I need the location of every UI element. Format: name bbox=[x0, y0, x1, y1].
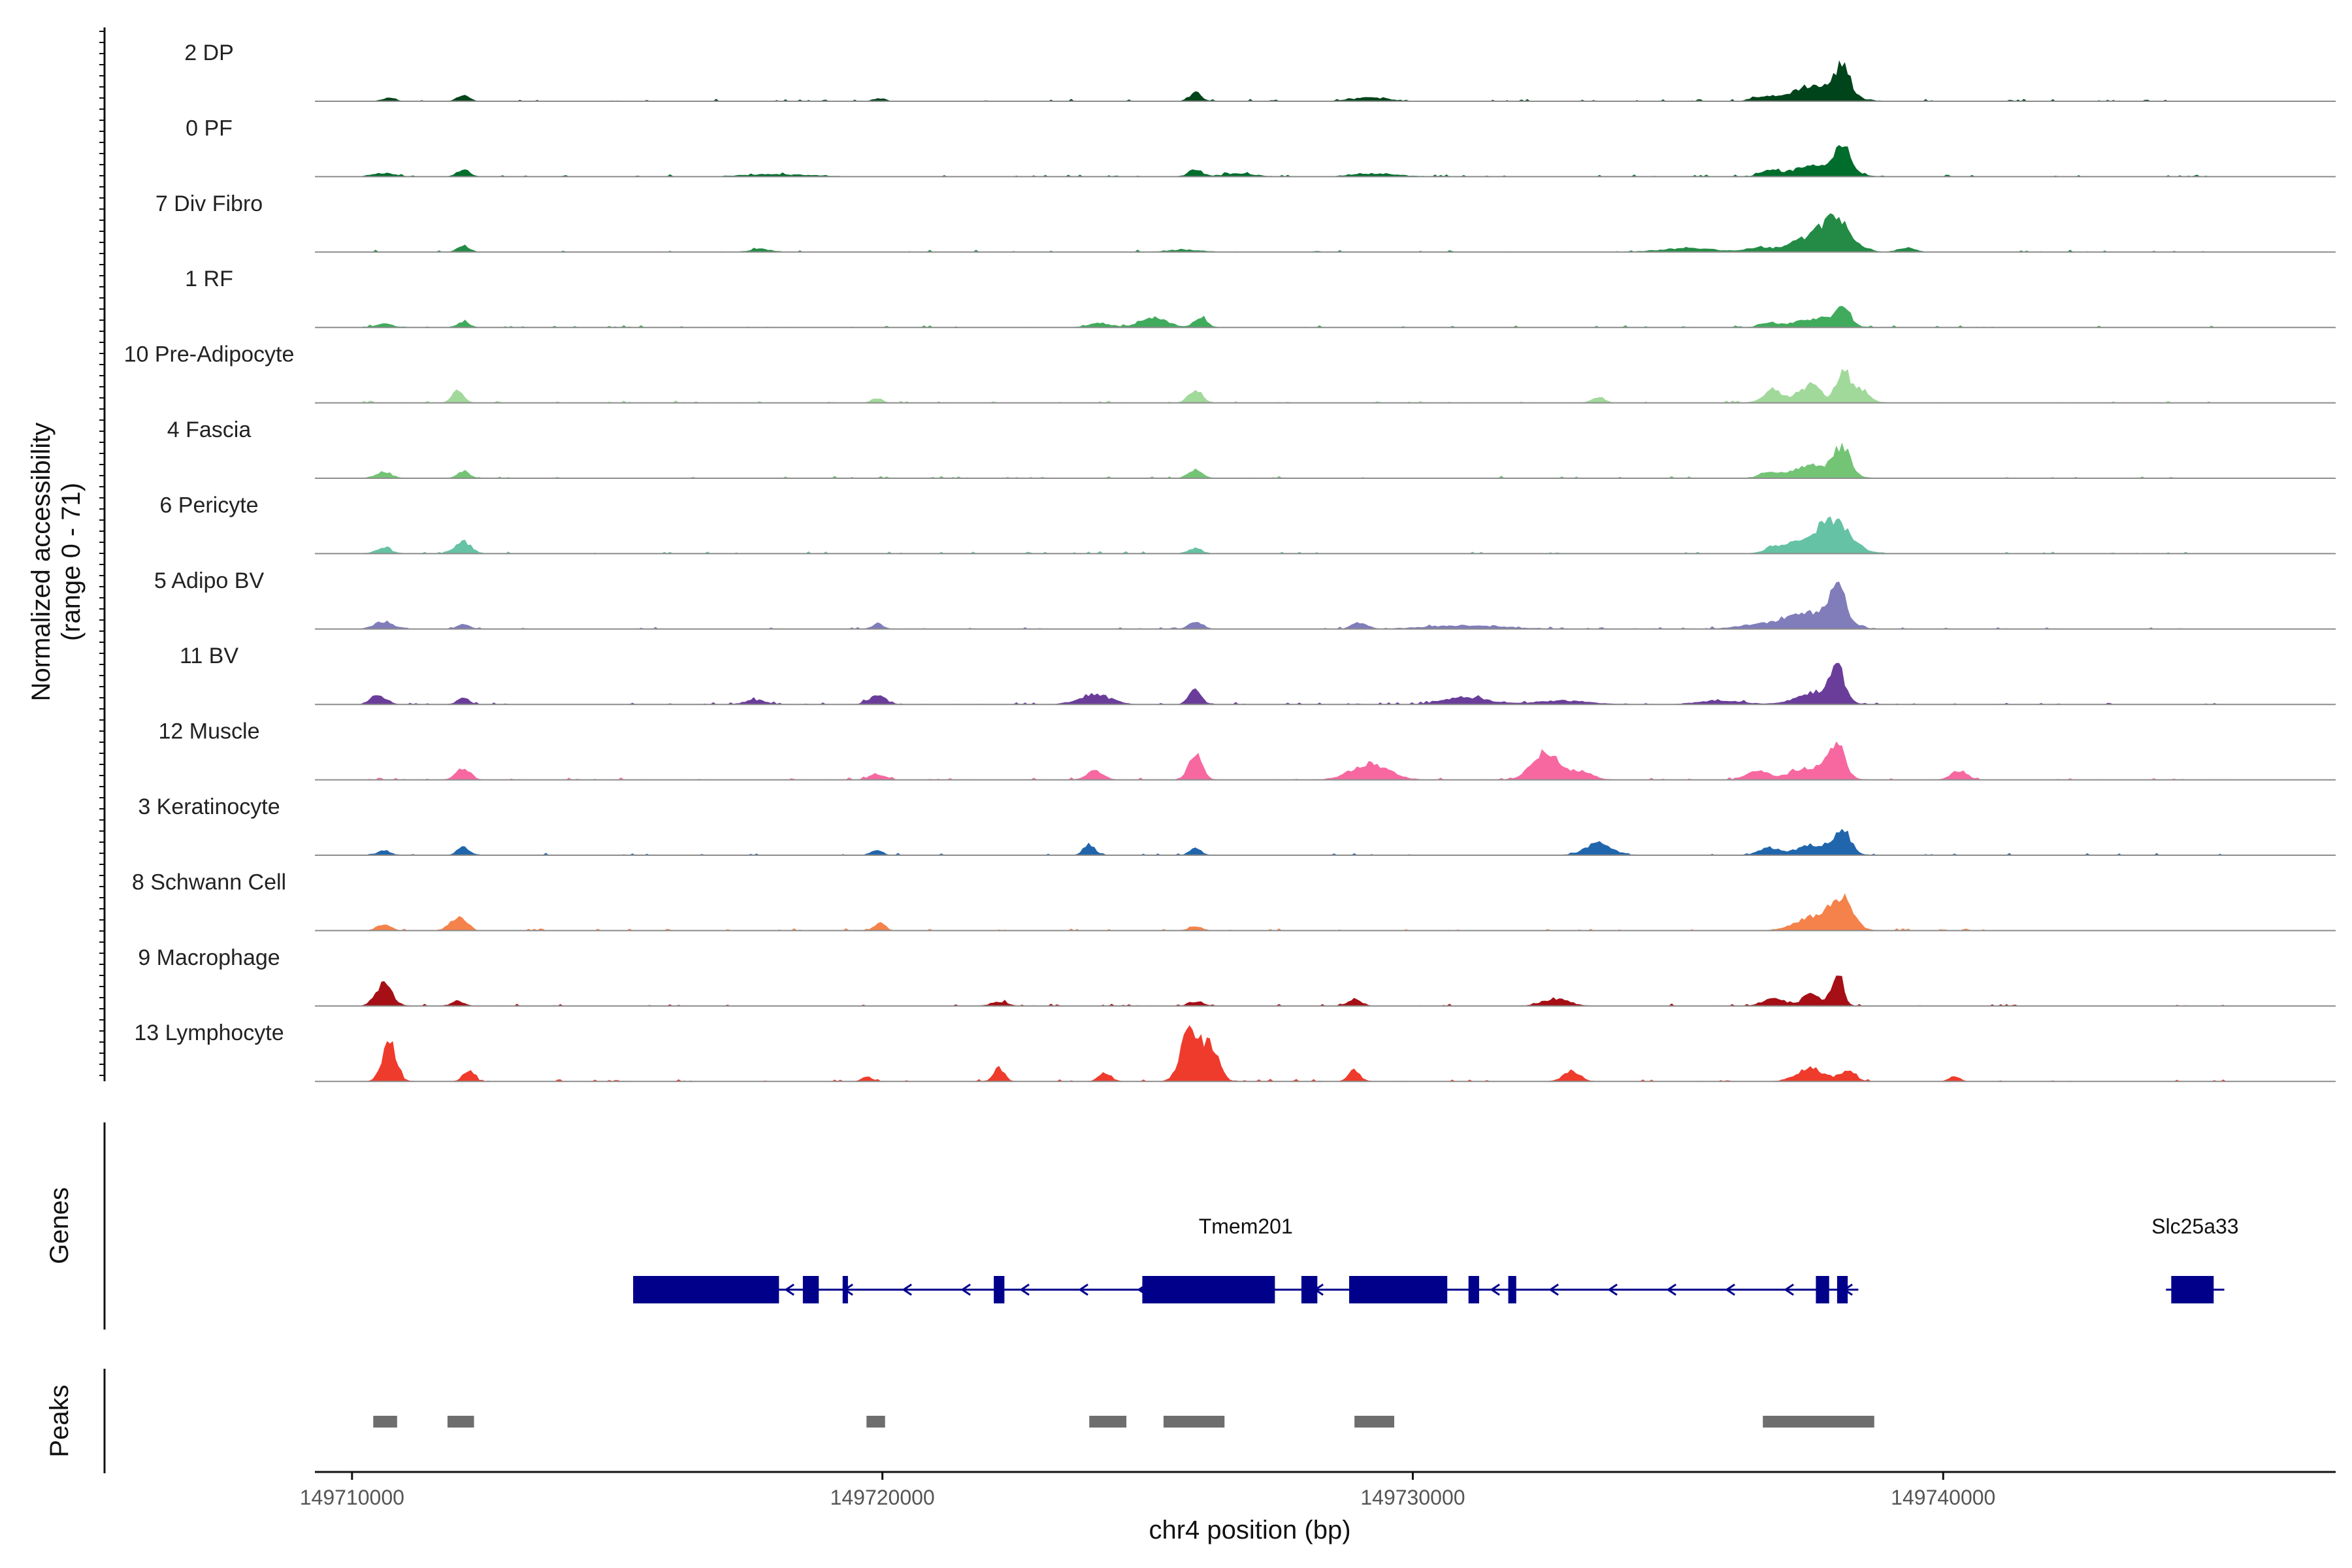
track-0-pf: 0 PF bbox=[186, 116, 2336, 178]
track-label: 2 DP bbox=[184, 41, 234, 65]
gene-label: Tmem201 bbox=[1199, 1215, 1293, 1238]
coverage-area bbox=[315, 516, 2336, 554]
track-label: 10 Pre-Adipocyte bbox=[124, 342, 295, 367]
track-7-div-fibro: 7 Div Fibro bbox=[155, 191, 2336, 253]
peaks-track bbox=[373, 1416, 1874, 1428]
coverage-area bbox=[315, 442, 2336, 478]
peak-region bbox=[1089, 1416, 1127, 1428]
x-tick-label: 149730000 bbox=[1360, 1486, 1465, 1509]
track-3-keratinocyte: 3 Keratinocyte bbox=[138, 794, 2336, 856]
track-11-bv: 11 BV bbox=[180, 644, 2336, 706]
coverage-area bbox=[315, 893, 2336, 931]
strand-arrow bbox=[1019, 1283, 1030, 1296]
track-label: 7 Div Fibro bbox=[155, 191, 263, 216]
strand-arrow bbox=[1725, 1283, 1735, 1296]
gene-exon bbox=[1142, 1276, 1275, 1303]
track-label: 8 Schwann Cell bbox=[132, 870, 286, 894]
peaks-label: Peaks bbox=[45, 1384, 74, 1457]
track-label: 6 Pericyte bbox=[159, 493, 258, 517]
gene-tmem201: Tmem201 bbox=[633, 1215, 1859, 1303]
peak-region bbox=[373, 1416, 397, 1428]
coverage-area bbox=[315, 1025, 2336, 1082]
gene-exon bbox=[633, 1276, 779, 1303]
genes-label: Genes bbox=[45, 1187, 74, 1264]
y-axis-title-line1: Normalized accessibility bbox=[27, 423, 56, 702]
x-tick-label: 149710000 bbox=[300, 1486, 404, 1509]
track-label: 4 Fascia bbox=[167, 417, 252, 442]
gene-exon bbox=[2171, 1276, 2214, 1303]
x-axis-ticks: 149710000 149720000 149730000 149740000 bbox=[300, 1472, 1995, 1509]
gene-annotation-track: Tmem201 Slc25a33 bbox=[633, 1215, 2239, 1303]
peak-region bbox=[1163, 1416, 1225, 1428]
coverage-area bbox=[315, 145, 2336, 177]
gene-exon bbox=[1301, 1276, 1318, 1303]
coverage-area bbox=[315, 213, 2336, 252]
gene-exon bbox=[1508, 1276, 1516, 1303]
coverage-area bbox=[315, 975, 2336, 1006]
x-tick-label: 149720000 bbox=[830, 1486, 935, 1509]
track-label: 3 Keratinocyte bbox=[138, 794, 280, 819]
track-label: 1 RF bbox=[185, 267, 233, 291]
track-8-schwann-cell: 8 Schwann Cell bbox=[132, 870, 2336, 932]
track-9-macrophage: 9 Macrophage bbox=[138, 945, 2336, 1007]
track-label: 11 BV bbox=[180, 644, 238, 668]
coverage-y-axis-ticks bbox=[99, 31, 105, 1076]
coverage-area bbox=[315, 828, 2336, 855]
strand-arrow bbox=[1784, 1283, 1794, 1296]
coverage-area bbox=[315, 368, 2336, 403]
gene-slc25a33: Slc25a33 bbox=[2151, 1215, 2239, 1303]
strand-arrow bbox=[1607, 1283, 1618, 1296]
gene-exon bbox=[842, 1276, 848, 1303]
peak-region bbox=[447, 1416, 474, 1428]
gene-exon bbox=[1349, 1276, 1448, 1303]
track-label: 0 PF bbox=[186, 116, 233, 140]
gene-exon bbox=[1837, 1276, 1848, 1303]
coverage-area bbox=[315, 306, 2336, 328]
track-5-adipo-bv: 5 Adipo BV bbox=[154, 568, 2336, 630]
coverage-area bbox=[315, 662, 2336, 705]
track-label: 9 Macrophage bbox=[138, 945, 280, 970]
strand-arrow bbox=[902, 1283, 912, 1296]
x-tick-label: 149740000 bbox=[1891, 1486, 1995, 1509]
coverage-area bbox=[315, 741, 2336, 780]
peak-region bbox=[1354, 1416, 1395, 1428]
track-13-lymphocyte: 13 Lymphocyte bbox=[134, 1021, 2336, 1083]
gene-label: Slc25a33 bbox=[2151, 1215, 2238, 1238]
gene-exon bbox=[802, 1276, 819, 1303]
strand-arrow bbox=[784, 1283, 794, 1296]
strand-arrow bbox=[1666, 1283, 1676, 1296]
y-axis-title-line2: (range 0 - 71) bbox=[57, 483, 86, 641]
track-4-fascia: 4 Fascia bbox=[167, 417, 2336, 479]
coverage-tracks: 2 DP 0 PF 7 Div Fibro 1 RF 10 Pre-Adipocyte 4… bbox=[124, 41, 2336, 1083]
strand-arrow bbox=[1078, 1283, 1088, 1296]
gene-exon bbox=[1816, 1276, 1829, 1303]
coverage-area bbox=[315, 581, 2336, 629]
peak-region bbox=[1763, 1416, 1874, 1428]
y-axis-title: Normalized accessibility (range 0 - 71) bbox=[27, 423, 86, 702]
strand-arrow bbox=[1548, 1283, 1559, 1296]
gene-exon bbox=[1468, 1276, 1479, 1303]
track-label: 12 Muscle bbox=[159, 719, 260, 744]
track-12-muscle: 12 Muscle bbox=[159, 719, 2336, 781]
peak-region bbox=[866, 1416, 885, 1428]
track-label: 13 Lymphocyte bbox=[134, 1021, 284, 1045]
strand-arrow bbox=[1490, 1283, 1500, 1296]
track-1-rf: 1 RF bbox=[185, 267, 2336, 329]
coverage-area bbox=[315, 60, 2336, 101]
track-label: 5 Adipo BV bbox=[154, 568, 265, 593]
strand-arrow bbox=[960, 1283, 971, 1296]
gene-exon bbox=[994, 1276, 1005, 1303]
track-6-pericyte: 6 Pericyte bbox=[159, 493, 2336, 555]
track-2-dp: 2 DP bbox=[184, 41, 2336, 102]
track-10-pre-adipocyte: 10 Pre-Adipocyte bbox=[124, 342, 2336, 404]
x-axis-title: chr4 position (bp) bbox=[1149, 1516, 1350, 1544]
